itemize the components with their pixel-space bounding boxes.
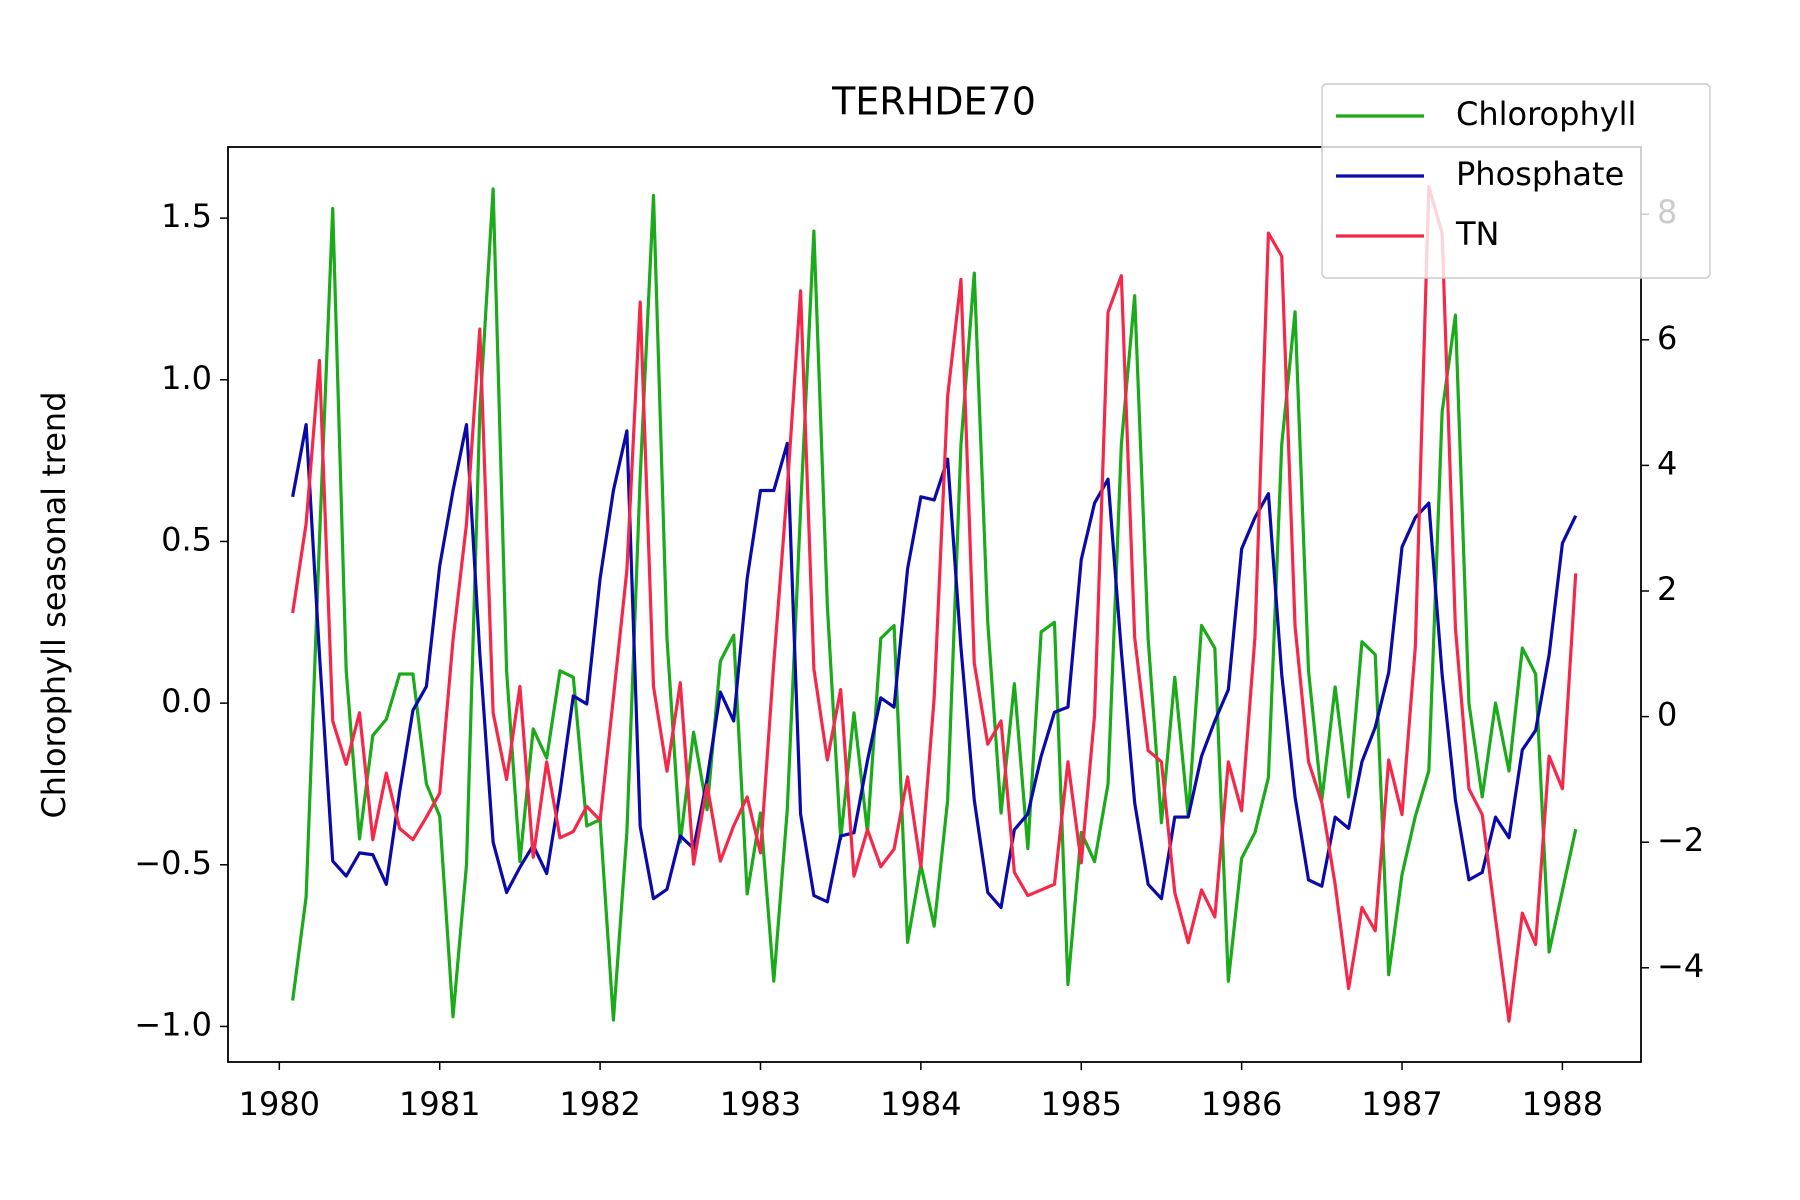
y-tick-label: 0.5 (161, 520, 212, 558)
legend: Chlorophyll Phosphate TN (1321, 83, 1711, 279)
x-tick-label: 1985 (1041, 1085, 1122, 1123)
y2-tick-label: 2 (1657, 570, 1677, 608)
y-tick-label: 0.0 (161, 682, 212, 720)
series-line (291, 187, 1578, 1022)
legend-label: TN (1455, 215, 1499, 253)
y2-tick-label: −2 (1657, 821, 1704, 859)
x-tick-label: 1986 (1201, 1085, 1282, 1123)
series-line (291, 184, 1578, 1023)
chart-title: TERHDE70 (831, 80, 1036, 124)
series-line (291, 422, 1578, 910)
y2-tick-label: −4 (1657, 947, 1704, 985)
legend-label: Chlorophyll (1456, 95, 1636, 133)
y-tick-label: 1.0 (161, 359, 212, 397)
plot-frame (227, 146, 1642, 1063)
x-tick-label: 1982 (559, 1085, 640, 1123)
y2-tick-label: 0 (1657, 696, 1677, 734)
x-tick-label: 1981 (399, 1085, 480, 1123)
x-tick-label: 1987 (1361, 1085, 1442, 1123)
legend-label: Phosphate (1456, 155, 1624, 193)
x-tick-label: 1988 (1522, 1085, 1603, 1123)
y2-tick-label: 6 (1657, 319, 1677, 357)
y-axis-label: Chlorophyll seasonal trend (35, 391, 73, 818)
y-tick-label: −0.5 (134, 844, 212, 882)
legend-box (1321, 83, 1711, 279)
y-tick-label: 1.5 (161, 197, 212, 235)
y-tick-label: −1.0 (134, 1005, 212, 1043)
x-tick-label: 1980 (239, 1085, 320, 1123)
x-tick-label: 1984 (880, 1085, 961, 1123)
y2-tick-label: 4 (1657, 444, 1677, 482)
x-tick-label: 1983 (720, 1085, 801, 1123)
